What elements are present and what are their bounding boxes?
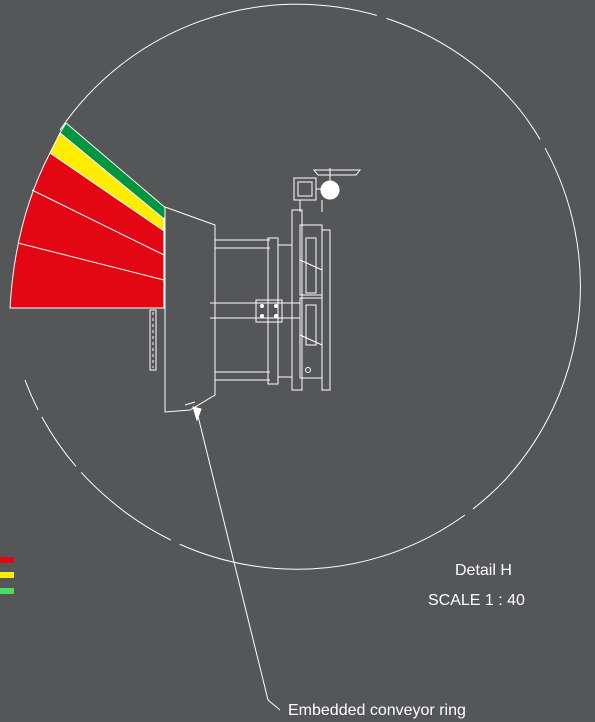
detail-scale: SCALE 1 : 40: [428, 592, 525, 609]
callout-label: Embedded conveyor ring: [288, 702, 466, 719]
legend-swatch-yellow: [0, 572, 14, 578]
detail-circle: [24, 3, 581, 570]
legend-swatch-red: [0, 557, 14, 563]
sensor-head: [293, 168, 362, 212]
detail-title: Detail H: [455, 562, 512, 579]
swing-zones: [9, 122, 169, 309]
callout-leader: [192, 406, 281, 711]
legend-swatch-green: [0, 588, 14, 594]
drive-assembly: [210, 209, 331, 391]
conveyor-ring: [149, 206, 216, 413]
